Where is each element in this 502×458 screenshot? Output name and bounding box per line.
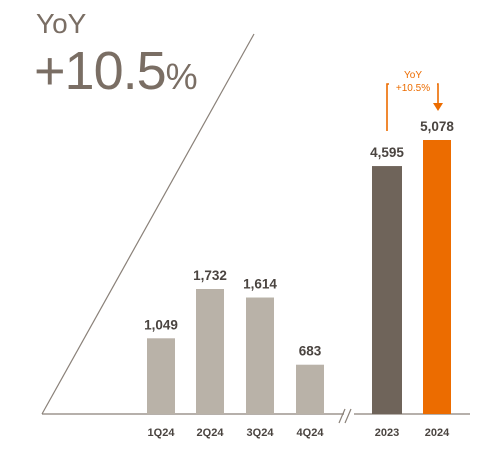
value-label: 683 xyxy=(299,344,322,359)
value-label: 1,614 xyxy=(243,277,277,292)
yoy-label: YoY xyxy=(36,8,87,39)
axis-break-mark xyxy=(344,408,352,424)
bar-2024 xyxy=(423,140,451,414)
annotation-line2: +10.5% xyxy=(396,83,430,94)
category-label: 2024 xyxy=(425,427,450,439)
bar-4Q24 xyxy=(296,364,324,414)
category-label: 3Q24 xyxy=(247,427,275,439)
category-label: 1Q24 xyxy=(148,427,176,439)
bar-2Q24 xyxy=(196,289,224,414)
bars-group xyxy=(147,140,451,414)
category-label: 4Q24 xyxy=(297,427,325,439)
yoy-arrowhead xyxy=(433,103,443,111)
yoy-value: +10.5% xyxy=(34,41,198,101)
category-label: 2023 xyxy=(375,427,399,439)
yoy-number: +10.5 xyxy=(34,41,167,101)
bar-2023 xyxy=(372,166,402,414)
axis-break-mark xyxy=(338,408,346,424)
category-label: 2Q24 xyxy=(197,427,225,439)
value-label: 4,595 xyxy=(370,145,404,160)
annotation-bg xyxy=(389,68,437,98)
bar-3Q24 xyxy=(246,297,274,414)
diagonal-line xyxy=(41,33,255,415)
annotation-line1: YoY xyxy=(404,70,422,81)
value-label: 5,078 xyxy=(420,119,454,134)
value-label: 1,049 xyxy=(144,317,178,332)
yoy-unit: % xyxy=(165,56,198,97)
bar-1Q24 xyxy=(147,338,175,414)
value-label: 1,732 xyxy=(193,268,227,283)
labels-group: 1,049 1Q24 1,732 2Q24 1,614 3Q24 683 4Q24 4,595 2… xyxy=(144,68,454,439)
